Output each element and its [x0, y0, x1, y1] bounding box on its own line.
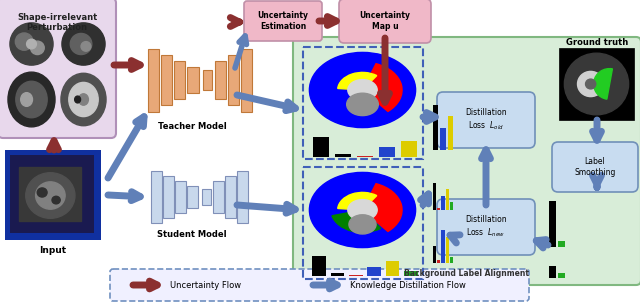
Text: Background Label Alignment: Background Label Alignment — [404, 269, 529, 278]
Bar — [203, 70, 212, 90]
Bar — [202, 189, 211, 205]
Text: Label
Smoothing: Label Smoothing — [574, 157, 616, 177]
Bar — [303, 47, 423, 159]
FancyBboxPatch shape — [339, 0, 431, 43]
Bar — [151, 171, 162, 223]
Bar — [225, 176, 236, 218]
Text: Uncertainty
Map u: Uncertainty Map u — [360, 11, 410, 31]
Bar — [241, 49, 252, 111]
Bar — [213, 181, 223, 213]
Text: Uncertainty Flow: Uncertainty Flow — [170, 281, 241, 290]
Text: Uncertainty
Estimation: Uncertainty Estimation — [257, 11, 308, 31]
Bar — [10, 155, 94, 233]
Bar — [174, 61, 186, 99]
FancyBboxPatch shape — [293, 37, 640, 285]
Text: Knowledge Distillation Flow: Knowledge Distillation Flow — [350, 281, 466, 290]
Bar — [5, 150, 101, 240]
FancyBboxPatch shape — [0, 0, 116, 138]
Bar — [163, 176, 174, 218]
FancyBboxPatch shape — [437, 199, 535, 255]
Bar — [188, 186, 198, 208]
Bar — [214, 61, 226, 99]
Bar — [187, 67, 198, 93]
Text: Ground truth: Ground truth — [566, 38, 628, 47]
Bar — [228, 55, 239, 105]
Bar — [161, 55, 172, 105]
Text: Distillation
Loss  $L_{old}$: Distillation Loss $L_{old}$ — [465, 108, 507, 132]
FancyBboxPatch shape — [110, 269, 529, 301]
FancyBboxPatch shape — [244, 1, 322, 41]
Bar — [148, 49, 159, 111]
Bar — [237, 171, 248, 223]
Bar — [303, 167, 423, 279]
Bar — [175, 181, 186, 213]
Text: Distillation
Loss  $L_{new}$: Distillation Loss $L_{new}$ — [465, 215, 507, 239]
Text: Teacher Model: Teacher Model — [157, 122, 227, 131]
FancyBboxPatch shape — [552, 142, 638, 192]
Bar — [559, 48, 634, 120]
FancyBboxPatch shape — [437, 92, 535, 148]
Text: Input: Input — [40, 246, 67, 255]
Text: Student Model: Student Model — [157, 230, 227, 239]
Text: Shape-irrelevant
Perturbation: Shape-irrelevant Perturbation — [17, 13, 97, 32]
